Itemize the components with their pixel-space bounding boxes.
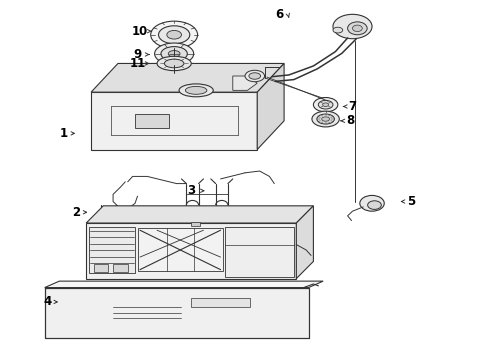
Ellipse shape (314, 98, 338, 112)
Ellipse shape (318, 100, 333, 109)
Text: 3: 3 (187, 184, 196, 197)
Polygon shape (86, 223, 296, 279)
Ellipse shape (323, 103, 329, 107)
Bar (113, 264, 128, 272)
Polygon shape (296, 206, 314, 279)
Polygon shape (233, 76, 257, 90)
Ellipse shape (168, 50, 180, 57)
Text: 5: 5 (407, 195, 415, 208)
Ellipse shape (322, 117, 330, 121)
Bar (94, 264, 108, 272)
Text: 6: 6 (275, 8, 283, 21)
Text: 11: 11 (129, 57, 146, 70)
Text: 2: 2 (73, 206, 80, 219)
Polygon shape (135, 114, 169, 128)
Text: 8: 8 (346, 114, 354, 127)
Polygon shape (91, 63, 284, 92)
Ellipse shape (333, 14, 372, 39)
Ellipse shape (360, 195, 384, 211)
Ellipse shape (179, 84, 213, 97)
Bar (225, 226, 294, 277)
Ellipse shape (347, 22, 367, 35)
Ellipse shape (312, 111, 339, 127)
Text: 1: 1 (60, 127, 68, 140)
Ellipse shape (352, 25, 362, 32)
Ellipse shape (245, 70, 265, 82)
Ellipse shape (161, 46, 187, 61)
Ellipse shape (164, 59, 184, 68)
Text: 9: 9 (133, 48, 142, 61)
Ellipse shape (249, 73, 261, 79)
Polygon shape (91, 92, 257, 149)
Ellipse shape (368, 201, 381, 210)
Text: 10: 10 (132, 25, 148, 38)
Text: 4: 4 (43, 296, 51, 309)
Bar (138, 228, 223, 271)
Polygon shape (257, 63, 284, 149)
Ellipse shape (185, 86, 207, 94)
Polygon shape (86, 206, 314, 223)
Ellipse shape (167, 31, 181, 39)
Polygon shape (191, 298, 250, 307)
Ellipse shape (333, 27, 343, 33)
Ellipse shape (155, 43, 194, 64)
Bar (89, 226, 135, 273)
Bar (191, 222, 200, 226)
Text: 7: 7 (348, 100, 357, 113)
Ellipse shape (151, 21, 197, 48)
Polygon shape (45, 288, 309, 338)
Ellipse shape (159, 26, 190, 44)
Polygon shape (45, 281, 323, 288)
Ellipse shape (317, 114, 334, 124)
Ellipse shape (157, 56, 191, 71)
